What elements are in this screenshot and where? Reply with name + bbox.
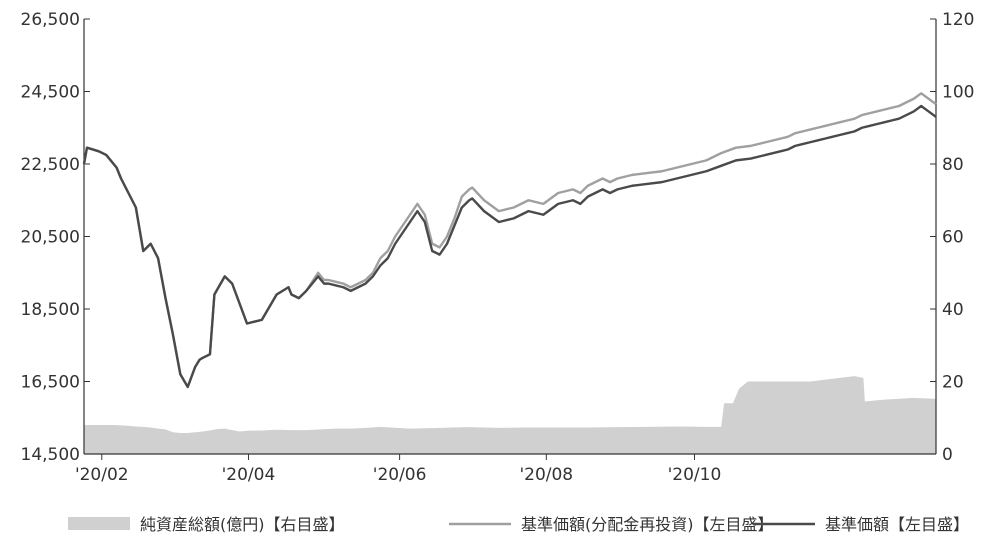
nav-line	[82, 104, 937, 389]
left-tick-label: 14,500	[21, 445, 80, 465]
right-tick-label: 20	[942, 373, 964, 393]
left-tick-label: 20,500	[21, 228, 80, 248]
area-layer	[84, 376, 936, 454]
net-assets-area	[84, 376, 936, 454]
x-tick-label: '20/02	[75, 465, 129, 485]
right-tick-label: 0	[942, 445, 953, 465]
legend-label: 純資産総額(億円)【右目盛】	[140, 515, 345, 534]
right-tick-label: 80	[942, 155, 964, 175]
x-tick-label: '20/08	[519, 465, 573, 485]
legend-swatch-area	[68, 517, 130, 530]
left-tick-label: 24,500	[21, 83, 80, 103]
right-tick-label: 60	[942, 228, 964, 248]
left-tick-label: 26,500	[21, 10, 80, 30]
left-tick-label: 18,500	[21, 300, 80, 320]
lines-layer	[82, 92, 937, 389]
left-tick-label: 22,500	[21, 155, 80, 175]
left-tick-label: 16,500	[21, 373, 80, 393]
axes-layer: 14,500 16,500 18,500 20,500 22,500 24,500 26,5…	[21, 10, 975, 485]
right-tick-label: 120	[942, 10, 974, 30]
legend: 純資産総額(億円)【右目盛】 基準価額(分配金再投資)【左目盛】 基準価額【左目盛】	[68, 515, 969, 534]
legend-label: 基準価額【左目盛】	[825, 515, 969, 534]
right-tick-label: 40	[942, 300, 964, 320]
x-tick-label: '20/04	[222, 465, 276, 485]
legend-label: 基準価額(分配金再投資)【左目盛】	[521, 515, 774, 534]
right-tick-label: 100	[942, 83, 974, 103]
x-tick-label: '20/10	[668, 465, 722, 485]
x-tick-label: '20/06	[373, 465, 427, 485]
